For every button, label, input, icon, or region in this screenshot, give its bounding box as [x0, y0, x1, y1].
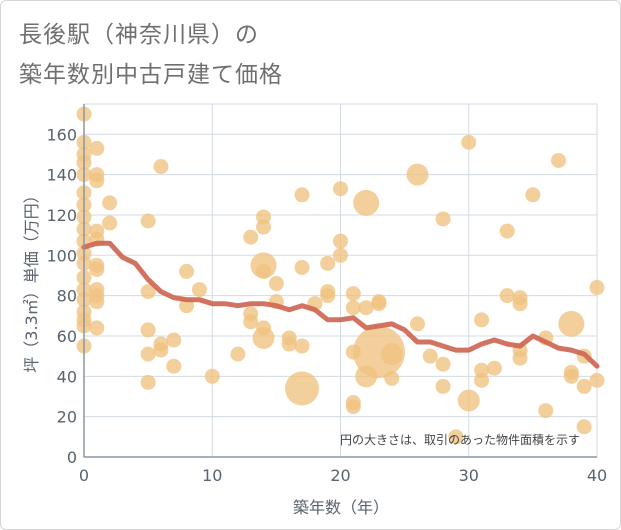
chart-title-line2: 築年数別中古戸建て価格 — [19, 62, 283, 88]
data-bubble — [589, 372, 605, 388]
data-bubble — [406, 163, 429, 186]
data-bubble — [499, 288, 515, 304]
data-bubble — [345, 300, 361, 316]
y-tick-label: 160 — [46, 125, 77, 144]
x-tick-label: 0 — [79, 466, 89, 485]
data-bubble — [320, 255, 336, 271]
data-bubble — [191, 282, 207, 298]
data-bubble — [353, 189, 380, 216]
data-bubble — [345, 286, 361, 302]
data-bubble — [243, 314, 259, 330]
data-bubble — [294, 187, 310, 203]
data-bubble — [499, 223, 515, 239]
data-bubble — [576, 419, 592, 435]
y-tick-label: 40 — [57, 367, 77, 386]
data-bubble — [525, 187, 541, 203]
x-tick-label: 20 — [330, 466, 350, 485]
data-bubble — [384, 370, 400, 386]
data-bubble — [89, 294, 105, 310]
data-bubble — [102, 215, 118, 231]
data-bubble — [140, 213, 156, 229]
x-tick-labels: 0 10 20 30 40 — [79, 466, 607, 485]
data-bubble — [551, 152, 567, 168]
data-bubble — [448, 429, 464, 445]
y-tick-label: 80 — [57, 287, 77, 306]
y-tick-label: 0 — [67, 448, 77, 467]
data-bubble — [230, 346, 246, 362]
chart-title-line1: 長後駅（神奈川県）の — [19, 22, 259, 48]
data-bubble — [512, 296, 528, 312]
data-bubble — [268, 276, 284, 292]
data-bubble — [102, 195, 118, 211]
y-axis-label: 坪（3.3㎡）単価（万円） — [22, 187, 41, 372]
axes — [83, 104, 597, 458]
trend-line — [81, 240, 600, 369]
data-bubble — [140, 346, 156, 362]
data-bubble — [89, 140, 105, 156]
data-bubble — [333, 233, 348, 249]
data-bubble — [358, 300, 374, 316]
data-bubble — [281, 336, 297, 352]
data-bubble — [461, 134, 477, 150]
data-bubble — [371, 296, 387, 312]
y-tick-label: 120 — [46, 206, 77, 225]
data-bubble — [252, 326, 275, 349]
data-bubble — [512, 350, 528, 366]
data-bubble — [166, 332, 182, 348]
x-tick-label: 10 — [202, 466, 222, 485]
data-bubble — [576, 378, 592, 394]
y-tick-label: 20 — [57, 408, 77, 427]
y-tick-label: 100 — [46, 246, 77, 265]
data-bubble — [153, 159, 169, 175]
data-bubble — [153, 342, 169, 358]
data-bubble — [140, 284, 156, 300]
data-bubble — [563, 368, 579, 384]
data-bubble — [474, 312, 490, 328]
x-tick-label: 40 — [587, 466, 607, 485]
data-bubble — [140, 322, 156, 338]
data-bubble — [294, 338, 310, 354]
data-bubble — [435, 211, 451, 227]
data-bubble — [558, 310, 585, 337]
y-tick-label: 60 — [57, 327, 77, 346]
grid-lines — [83, 103, 598, 458]
x-tick-label: 30 — [459, 466, 479, 485]
y-tick-label: 140 — [46, 166, 77, 185]
trend-layer — [81, 240, 600, 369]
data-bubble — [166, 358, 182, 374]
data-bubble — [333, 181, 348, 197]
data-bubble — [589, 280, 605, 296]
data-bubble — [486, 360, 502, 376]
data-bubble — [457, 389, 480, 412]
data-bubble — [345, 399, 361, 415]
data-bubble — [204, 368, 220, 384]
data-bubble — [538, 403, 554, 419]
data-bubble — [243, 229, 259, 245]
data-bubble — [422, 348, 438, 364]
data-bubble — [294, 259, 310, 275]
data-bubble — [256, 263, 272, 279]
data-bubble — [89, 320, 105, 336]
data-bubble — [380, 343, 403, 366]
data-bubble — [140, 374, 156, 390]
size-note: 円の大きさは、取引のあった物件面積を示す — [340, 432, 580, 447]
data-bubble — [256, 219, 272, 235]
x-axis-label: 築年数（年） — [293, 498, 389, 517]
data-bubble — [320, 288, 336, 304]
data-bubble — [89, 261, 105, 277]
data-bubble — [435, 378, 451, 394]
data-bubble — [333, 247, 348, 263]
data-bubble — [179, 263, 195, 279]
data-bubble — [89, 173, 105, 189]
data-bubble — [409, 316, 425, 332]
data-bubble — [474, 372, 490, 388]
data-bubble — [285, 371, 320, 406]
data-bubble — [435, 356, 451, 372]
y-tick-labels: 0 20 40 60 80 100 120 140 160 — [46, 125, 77, 467]
